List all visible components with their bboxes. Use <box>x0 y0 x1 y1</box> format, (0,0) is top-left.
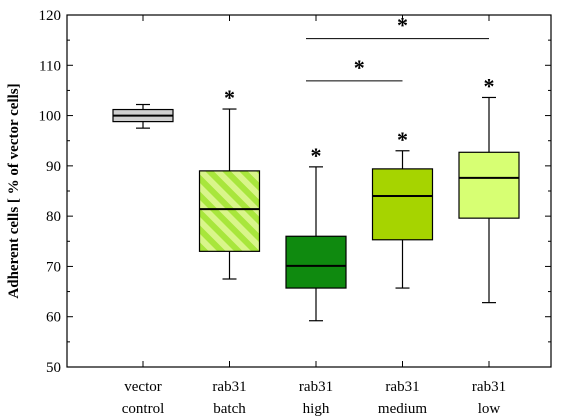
comparison-star: * <box>397 13 408 38</box>
category-label-line2: control <box>122 401 165 417</box>
category-label-line2: high <box>303 401 330 417</box>
box-rab31-low: * <box>458 73 520 304</box>
y-tick-label: 90 <box>46 159 61 175</box>
y-tick-label: 110 <box>39 58 61 74</box>
category-label-line1: rab31 <box>212 379 246 395</box>
y-axis-label: Adherent cells [ % of vector cells] <box>6 83 22 298</box>
iqr-box <box>285 235 347 289</box>
significance-brackets: ** <box>306 13 489 82</box>
y-tick-label: 60 <box>46 310 61 326</box>
category-label-line1: rab31 <box>299 379 333 395</box>
significance-star: * <box>311 143 322 168</box>
category-label-line1: rab31 <box>385 379 419 395</box>
x-axis-labels: vector control rab31 batch rab31 high rab31 med… <box>122 379 506 417</box>
comparison-star: * <box>354 55 365 80</box>
y-tick-label: 50 <box>46 360 61 376</box>
y-tick-label: 80 <box>46 209 61 225</box>
significance-star: * <box>224 85 235 110</box>
category-label-line2: batch <box>213 401 246 417</box>
iqr-box <box>198 170 261 252</box>
significance-star: * <box>484 73 495 98</box>
y-tick-label: 100 <box>39 109 62 125</box>
box-series: * * * * <box>112 73 520 322</box>
box-rab31-batch: * <box>198 85 261 280</box>
box-rab31-medium: * <box>371 127 434 289</box>
box-vector-control <box>112 103 174 129</box>
category-label-line2: medium <box>378 401 427 417</box>
y-tick-label: 70 <box>46 259 61 275</box>
category-label-line1: vector <box>124 379 161 395</box>
category-label-line1: rab31 <box>472 379 506 395</box>
y-tick-label: 120 <box>39 8 62 24</box>
y-axis: 50 60 70 80 90 100 110 120 <box>39 8 551 376</box>
iqr-box <box>371 168 434 241</box>
box-rab31-high: * <box>285 143 347 322</box>
iqr-box <box>458 151 520 219</box>
significance-star: * <box>397 127 408 152</box>
category-label-line2: low <box>478 401 501 417</box>
